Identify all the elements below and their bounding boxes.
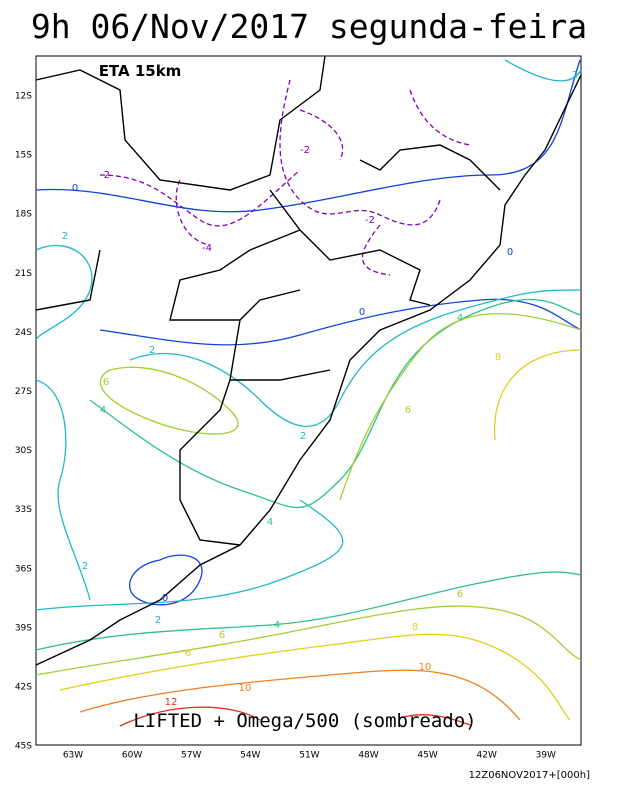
contour-8: [59, 349, 582, 721]
contour-2: [35, 59, 582, 611]
lat-label: 36S: [15, 564, 32, 574]
contour-label: 8: [495, 352, 501, 363]
contour-label: 2: [149, 345, 155, 356]
contour-4: [35, 298, 582, 651]
lon-label: 54W: [240, 751, 260, 761]
contour-label: 6: [405, 405, 411, 416]
borders: [35, 55, 582, 666]
run-label: 12Z06NOV2017+[000h]: [469, 770, 590, 781]
contour-label: 0: [72, 183, 78, 194]
lon-label: 48W: [358, 751, 378, 761]
lat-label: 27S: [15, 387, 32, 397]
lat-label: 18S: [15, 210, 32, 220]
contour-label: -2: [300, 145, 310, 156]
contour-label: 4: [267, 517, 273, 528]
lat-label: 15S: [15, 151, 32, 161]
contour-label: 6: [185, 648, 191, 659]
lon-label: 39W: [536, 751, 556, 761]
title: 9h 06/Nov/2017 segunda-feira: [31, 7, 587, 46]
contour-12: [119, 706, 471, 727]
contour-label: 8: [412, 622, 418, 633]
lat-label: 42S: [15, 683, 32, 693]
lon-label: 63W: [63, 751, 83, 761]
contour-label: -2: [100, 170, 110, 181]
contour-label: 6: [219, 630, 225, 641]
contour-label: 6: [457, 589, 463, 600]
contour-label: 2: [572, 70, 578, 81]
contour-label: -2: [365, 215, 375, 226]
lat-labels: 12S 15S 18S 21S 24S 27S 30S 33S 36S 39S 42S 45S: [15, 92, 32, 752]
contour-label: 12: [165, 697, 178, 708]
contour-neg2: [99, 79, 471, 276]
map-frame: [35, 55, 582, 746]
map: ETA 15km LIFTED + Omega/500 (sombreado) …: [15, 55, 582, 761]
contour-label: 4: [457, 313, 463, 324]
legend-label: LIFTED + Omega/500 (sombreado): [133, 710, 476, 732]
contour-label: 0: [507, 247, 513, 258]
lat-label: 24S: [15, 328, 32, 338]
lat-label: 45S: [15, 742, 32, 752]
lon-label: 45W: [417, 751, 437, 761]
contour-label: 0: [162, 593, 168, 604]
contour-label: 0: [359, 307, 365, 318]
lat-label: 39S: [15, 623, 32, 633]
contours: [35, 59, 582, 727]
contour-10: [79, 669, 521, 721]
lat-label: 12S: [15, 92, 32, 102]
lat-label: 21S: [15, 269, 32, 279]
contour-label: 10: [239, 683, 252, 694]
contour-label: 10: [419, 662, 432, 673]
contour-6: [35, 313, 582, 676]
contour-label: 2: [300, 431, 306, 442]
contour-label: 2: [82, 561, 88, 572]
lon-labels: 63W 60W 57W 54W 51W 48W 45W 42W 39W: [63, 751, 556, 761]
contour-0: [35, 59, 582, 606]
contour-label: 4: [100, 405, 106, 416]
contour-label: 2: [155, 615, 161, 626]
lon-label: 60W: [122, 751, 142, 761]
lon-label: 57W: [181, 751, 201, 761]
contour-label: -4: [202, 243, 212, 254]
contour-label: 2: [62, 231, 68, 242]
contour-label: 4: [274, 620, 280, 631]
lon-label: 42W: [477, 751, 497, 761]
lat-label: 30S: [15, 446, 32, 456]
lat-label: 33S: [15, 505, 32, 515]
lon-label: 51W: [299, 751, 319, 761]
contour-label: 6: [103, 377, 109, 388]
model-label: ETA 15km: [99, 62, 182, 80]
